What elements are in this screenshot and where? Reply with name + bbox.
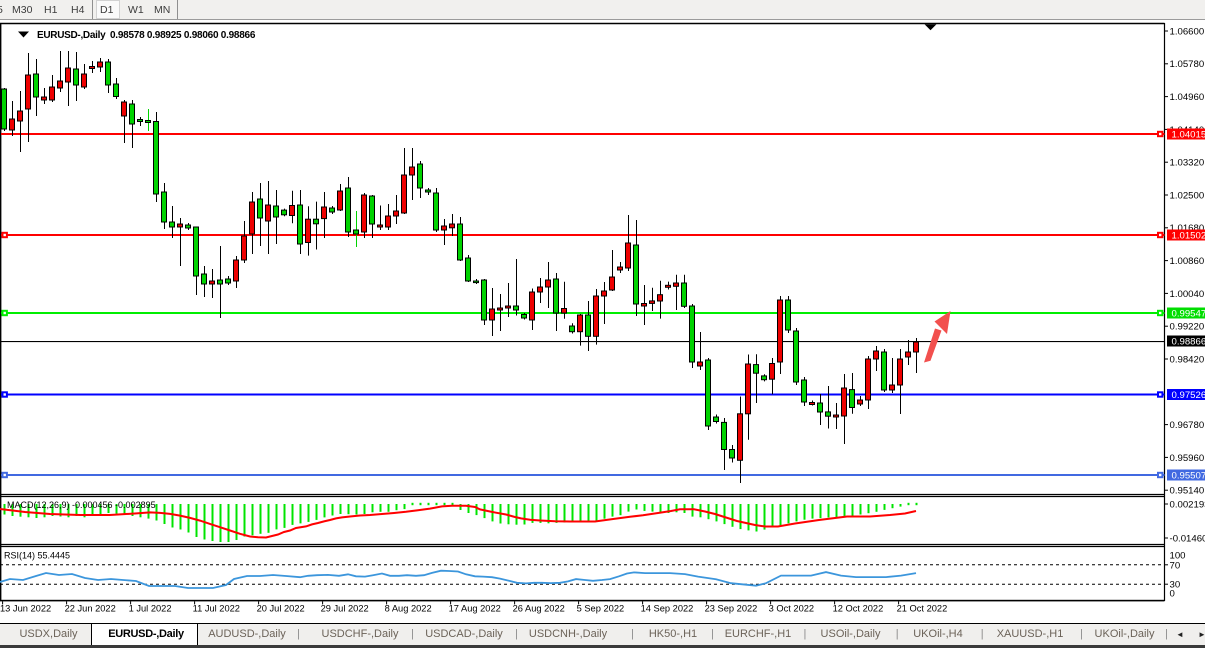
svg-text:0.95960: 0.95960	[1170, 453, 1205, 464]
svg-text:1.05780: 1.05780	[1170, 59, 1205, 70]
svg-text:26 Aug 2022: 26 Aug 2022	[513, 604, 565, 614]
svg-text:70: 70	[1170, 560, 1181, 571]
svg-text:5 Sep 2022: 5 Sep 2022	[577, 604, 625, 614]
svg-text:0.98420: 0.98420	[1170, 354, 1205, 365]
svg-text:29 Jul 2022: 29 Jul 2022	[321, 604, 369, 614]
svg-text:8 Aug 2022: 8 Aug 2022	[385, 604, 432, 614]
svg-text:0: 0	[1170, 588, 1175, 599]
svg-text:1.01502: 1.01502	[1172, 230, 1205, 241]
svg-text:1.04015: 1.04015	[1172, 129, 1205, 140]
svg-text:0.97526: 0.97526	[1172, 390, 1205, 401]
svg-text:21 Oct 2022: 21 Oct 2022	[897, 604, 948, 614]
svg-text:12 Oct 2022: 12 Oct 2022	[833, 604, 884, 614]
svg-text:0.002193: 0.002193	[1170, 499, 1205, 510]
svg-text:1.00860: 1.00860	[1170, 256, 1205, 267]
svg-text:30: 30	[1170, 579, 1181, 590]
svg-text:1.03320: 1.03320	[1170, 158, 1205, 169]
svg-text:MACD(12,26,9) -0.000456 -0.002: MACD(12,26,9) -0.000456 -0.002895	[7, 500, 156, 510]
svg-text:13 Jun 2022: 13 Jun 2022	[0, 604, 51, 614]
svg-text:11 Jul 2022: 11 Jul 2022	[193, 604, 240, 614]
svg-text:1.01680: 1.01680	[1170, 223, 1205, 234]
svg-text:1.02500: 1.02500	[1170, 190, 1205, 201]
svg-text:0.95140: 0.95140	[1170, 486, 1205, 497]
svg-text:0.98866: 0.98866	[1172, 336, 1205, 347]
svg-text:0.95507: 0.95507	[1172, 470, 1205, 481]
svg-text:0.99220: 0.99220	[1170, 322, 1205, 333]
svg-text:1 Jul 2022: 1 Jul 2022	[129, 604, 172, 614]
svg-text:22 Jun 2022: 22 Jun 2022	[65, 604, 116, 614]
svg-text:3 Oct 2022: 3 Oct 2022	[769, 604, 814, 614]
svg-text:EURUSD-,Daily: EURUSD-,Daily	[37, 30, 106, 41]
svg-text:0.96780: 0.96780	[1170, 420, 1205, 431]
svg-text:1.04960: 1.04960	[1170, 92, 1205, 103]
svg-text:1.06600: 1.06600	[1170, 26, 1205, 37]
svg-text:20 Jul 2022: 20 Jul 2022	[257, 604, 305, 614]
svg-text:100: 100	[1170, 550, 1186, 561]
svg-text:0.98578 0.98925 0.98060 0.9886: 0.98578 0.98925 0.98060 0.98866	[110, 30, 256, 41]
svg-text:0.99547: 0.99547	[1172, 308, 1205, 319]
svg-text:RSI(14) 55.4445: RSI(14) 55.4445	[4, 551, 70, 561]
svg-text:-0.014600: -0.014600	[1170, 533, 1205, 544]
svg-text:1.00040: 1.00040	[1170, 289, 1205, 300]
svg-text:17 Aug 2022: 17 Aug 2022	[449, 604, 501, 614]
svg-text:14 Sep 2022: 14 Sep 2022	[641, 604, 694, 614]
svg-text:23 Sep 2022: 23 Sep 2022	[705, 604, 758, 614]
